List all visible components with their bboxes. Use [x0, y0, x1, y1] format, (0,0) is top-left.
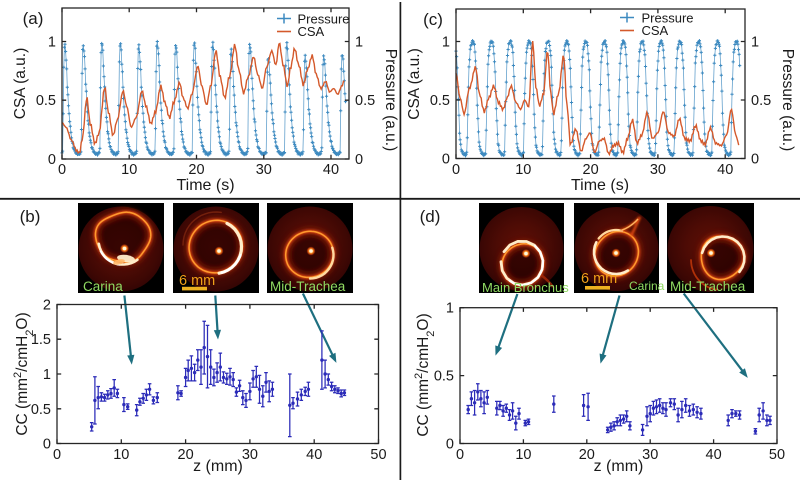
svg-text:1: 1: [43, 367, 51, 383]
svg-text:Pressure (a.u.): Pressure (a.u.): [779, 49, 796, 152]
svg-text:0.5: 0.5: [434, 369, 454, 385]
svg-text:Pressure: Pressure: [642, 11, 694, 26]
svg-text:30: 30: [650, 162, 666, 178]
svg-text:40: 40: [306, 447, 322, 463]
svg-text:z (mm): z (mm): [193, 458, 243, 475]
svg-text:0.5: 0.5: [31, 402, 51, 418]
svg-text:1: 1: [355, 35, 363, 51]
svg-text:z (mm): z (mm): [594, 458, 644, 475]
svg-text:30: 30: [256, 162, 272, 178]
svg-text:0: 0: [442, 152, 450, 168]
svg-text:Mid-Trachea: Mid-Trachea: [670, 279, 746, 294]
svg-text:CSA (a.u.): CSA (a.u.): [406, 48, 423, 120]
svg-text:1: 1: [48, 35, 56, 51]
svg-text:1: 1: [442, 35, 450, 51]
svg-text:Pressure (a.u.): Pressure (a.u.): [382, 49, 399, 152]
svg-text:Time (s): Time (s): [176, 177, 234, 194]
svg-text:10: 10: [113, 447, 129, 463]
svg-text:40: 40: [706, 447, 722, 463]
svg-text:Carina: Carina: [83, 279, 123, 294]
svg-text:30: 30: [242, 447, 258, 463]
svg-text:1: 1: [446, 301, 454, 317]
svg-text:40: 40: [323, 162, 339, 178]
svg-text:CSA (a.u.): CSA (a.u.): [12, 48, 29, 120]
svg-text:0.5: 0.5: [36, 93, 56, 109]
svg-text:0: 0: [452, 162, 460, 178]
svg-text:0.5: 0.5: [430, 93, 450, 109]
svg-text:CSA: CSA: [298, 24, 325, 39]
svg-text:10: 10: [121, 162, 137, 178]
svg-text:1.5: 1.5: [31, 332, 51, 348]
svg-text:0: 0: [43, 437, 51, 453]
svg-text:50: 50: [769, 447, 785, 463]
svg-text:30: 30: [642, 447, 658, 463]
svg-text:20: 20: [579, 447, 595, 463]
svg-text:Main Bronchus: Main Bronchus: [482, 280, 569, 295]
svg-text:Pressure: Pressure: [298, 12, 350, 27]
svg-text:0: 0: [53, 447, 61, 463]
svg-text:0: 0: [456, 447, 464, 463]
svg-text:20: 20: [188, 162, 204, 178]
svg-text:6 mm: 6 mm: [179, 273, 215, 289]
svg-text:(d): (d): [420, 207, 441, 226]
svg-text:50: 50: [370, 447, 386, 463]
svg-text:(b): (b): [20, 207, 41, 226]
svg-text:10: 10: [515, 162, 531, 178]
svg-text:0: 0: [751, 152, 759, 168]
svg-text:0: 0: [446, 437, 454, 453]
svg-text:(c): (c): [423, 10, 443, 29]
svg-text:0.5: 0.5: [751, 93, 771, 109]
svg-text:2: 2: [43, 298, 51, 314]
svg-text:(a): (a): [23, 9, 44, 28]
svg-text:Time (s): Time (s): [571, 177, 629, 194]
svg-text:20: 20: [583, 162, 599, 178]
svg-text:CSA: CSA: [642, 23, 669, 38]
svg-text:20: 20: [178, 447, 194, 463]
svg-text:Carina: Carina: [629, 279, 665, 293]
svg-text:0: 0: [355, 152, 363, 168]
svg-text:1: 1: [751, 35, 759, 51]
svg-text:0: 0: [48, 152, 56, 168]
svg-text:Mid-Trachea: Mid-Trachea: [270, 279, 346, 294]
svg-text:0.5: 0.5: [355, 93, 375, 109]
svg-text:0: 0: [58, 162, 66, 178]
svg-text:10: 10: [515, 447, 531, 463]
svg-text:6 mm: 6 mm: [581, 271, 617, 287]
svg-text:40: 40: [717, 162, 733, 178]
